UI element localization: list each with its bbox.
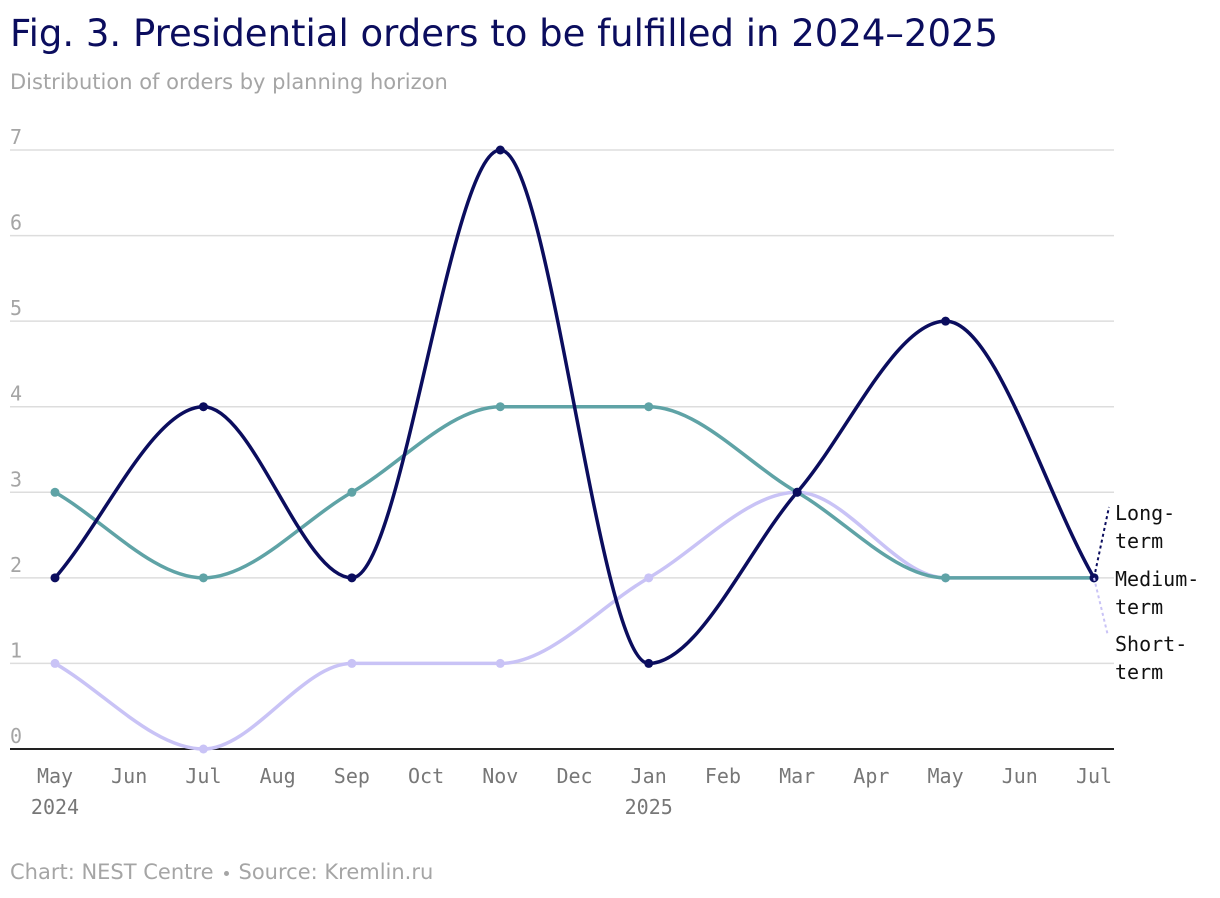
series-long-term xyxy=(50,145,1099,668)
x-tick-label: Apr xyxy=(853,764,889,788)
y-tick-label: 5 xyxy=(10,296,22,320)
series-label-short-term: term xyxy=(1115,660,1163,684)
series-label-medium-term: term xyxy=(1115,595,1163,619)
x-tick-label: Nov xyxy=(482,764,518,788)
x-tick-label: Jan xyxy=(631,764,667,788)
x-year-label: 2024 xyxy=(31,795,79,819)
x-tick-label: Aug xyxy=(260,764,296,788)
series-line-medium-term xyxy=(53,404,1096,580)
series-label-medium-term: Medium- xyxy=(1115,567,1199,591)
y-tick-label: 4 xyxy=(10,382,22,406)
data-point xyxy=(792,487,802,497)
y-tick-label: 7 xyxy=(10,125,22,149)
series-label-short-term: Short- xyxy=(1115,632,1187,656)
series-line-long-term xyxy=(53,148,1096,666)
grid-layer xyxy=(10,149,1114,750)
series-label-long-term: Long- xyxy=(1115,501,1175,525)
x-tick-label: Sep xyxy=(334,764,370,788)
x-tick-label: Jun xyxy=(1002,764,1038,788)
x-tick-label: Jul xyxy=(1076,764,1112,788)
series-layer xyxy=(50,145,1099,754)
data-point xyxy=(198,402,208,412)
x-year-label: 2025 xyxy=(625,795,673,819)
data-point xyxy=(198,744,208,754)
x-tick-label: Jul xyxy=(185,764,221,788)
chart-credit: Chart: NEST Centre xyxy=(10,860,214,884)
data-point xyxy=(644,658,654,668)
label-leader xyxy=(1093,577,1109,637)
label-leader xyxy=(1093,506,1110,579)
x-tick-label: Jun xyxy=(111,764,147,788)
series-labels: Long-term Medium-term Short-term xyxy=(1093,501,1199,684)
y-tick-label: 6 xyxy=(10,211,22,235)
y-tick-label: 1 xyxy=(10,638,22,662)
data-point xyxy=(50,658,60,668)
series-short-term xyxy=(50,487,1099,754)
data-point xyxy=(347,573,357,583)
series-line-short-term xyxy=(53,490,1096,751)
data-point xyxy=(495,658,505,668)
separator-dot xyxy=(223,870,229,876)
series-label-long-term: term xyxy=(1115,529,1163,553)
data-point xyxy=(347,658,357,668)
y-axis-ticks: 0 1 2 3 4 5 6 7 xyxy=(10,125,22,748)
data-point xyxy=(941,573,951,583)
x-tick-label: Dec xyxy=(556,764,592,788)
x-axis-ticks: May Jun Jul Aug Sep Oct Nov Dec Jan Feb Mar Apr May J… xyxy=(31,764,1112,819)
y-tick-label: 2 xyxy=(10,553,22,577)
x-tick-label: May xyxy=(928,764,964,788)
data-point xyxy=(347,487,357,497)
data-point xyxy=(50,573,60,583)
y-tick-label: 0 xyxy=(10,724,22,748)
chart-footer: Chart: NEST Centre Source: Kremlin.ru xyxy=(10,860,433,884)
chart-title: Fig. 3. Presidential orders to be fulfil… xyxy=(10,12,999,55)
data-point xyxy=(198,573,208,583)
x-tick-label: Feb xyxy=(705,764,741,788)
data-point xyxy=(644,402,654,412)
x-tick-label: Oct xyxy=(408,764,444,788)
data-point xyxy=(495,402,505,412)
x-tick-label: May xyxy=(37,764,73,788)
source-credit: Source: Kremlin.ru xyxy=(238,860,434,884)
data-point xyxy=(50,487,60,497)
x-tick-label: Mar xyxy=(779,764,815,788)
y-tick-label: 3 xyxy=(10,467,22,491)
chart-subtitle: Distribution of orders by planning horiz… xyxy=(10,70,448,94)
data-point xyxy=(495,145,505,155)
data-point xyxy=(941,316,951,326)
data-point xyxy=(644,573,654,583)
